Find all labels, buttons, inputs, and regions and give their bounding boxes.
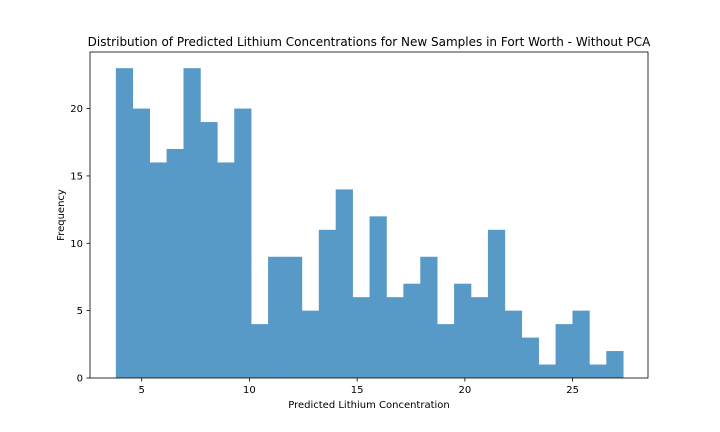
histogram-bar [132,108,150,378]
histogram-bar [335,189,353,378]
y-tick-label: 5 [77,306,83,317]
chart-title: Distribution of Predicted Lithium Concen… [88,35,652,49]
y-axis-ticks: 0 5 10 15 20 [70,104,90,385]
x-tick-label: 5 [139,385,145,396]
plot-frame [89,51,649,379]
histogram-bar [403,283,421,378]
histogram-bar [606,351,624,378]
histogram-bar [437,324,455,378]
histogram-bar [572,310,590,378]
x-tick-label: 10 [243,385,256,396]
histogram-bars [115,68,624,379]
histogram-bar [504,310,523,378]
histogram-bar [420,256,438,378]
histogram-bar [200,122,218,378]
histogram-bar [454,283,472,378]
histogram-bar [115,68,134,379]
y-tick-label: 10 [70,239,83,250]
histogram-bar [538,364,556,378]
histogram-bar [217,162,235,378]
x-axis-ticks: 5 10 15 20 25 [139,378,579,396]
histogram-bar [318,229,337,378]
histogram-bar [149,162,167,378]
histogram-bar [521,337,539,378]
histogram-bar [166,148,184,378]
x-tick-label: 20 [459,385,472,396]
y-tick-label: 0 [77,374,83,385]
histogram-bar [386,297,404,378]
histogram-bar [471,297,489,378]
y-axis-label: Frequency [56,189,67,241]
histogram-bar [487,229,506,378]
histogram-bar [589,364,607,378]
histogram-bar [284,256,303,378]
y-tick-label: 15 [70,171,83,182]
x-tick-label: 15 [351,385,364,396]
histogram-bar [555,324,573,378]
histogram-bar [369,216,387,378]
y-tick-label: 20 [70,104,83,115]
histogram-bar [352,297,370,378]
histogram-bar [234,108,252,378]
histogram-bar [251,324,269,378]
x-tick-label: 25 [566,385,579,396]
histogram-bar [268,256,286,378]
histogram-bar [183,68,201,379]
x-axis-label: Predicted Lithium Concentration [288,400,450,411]
histogram-bar [301,310,320,378]
